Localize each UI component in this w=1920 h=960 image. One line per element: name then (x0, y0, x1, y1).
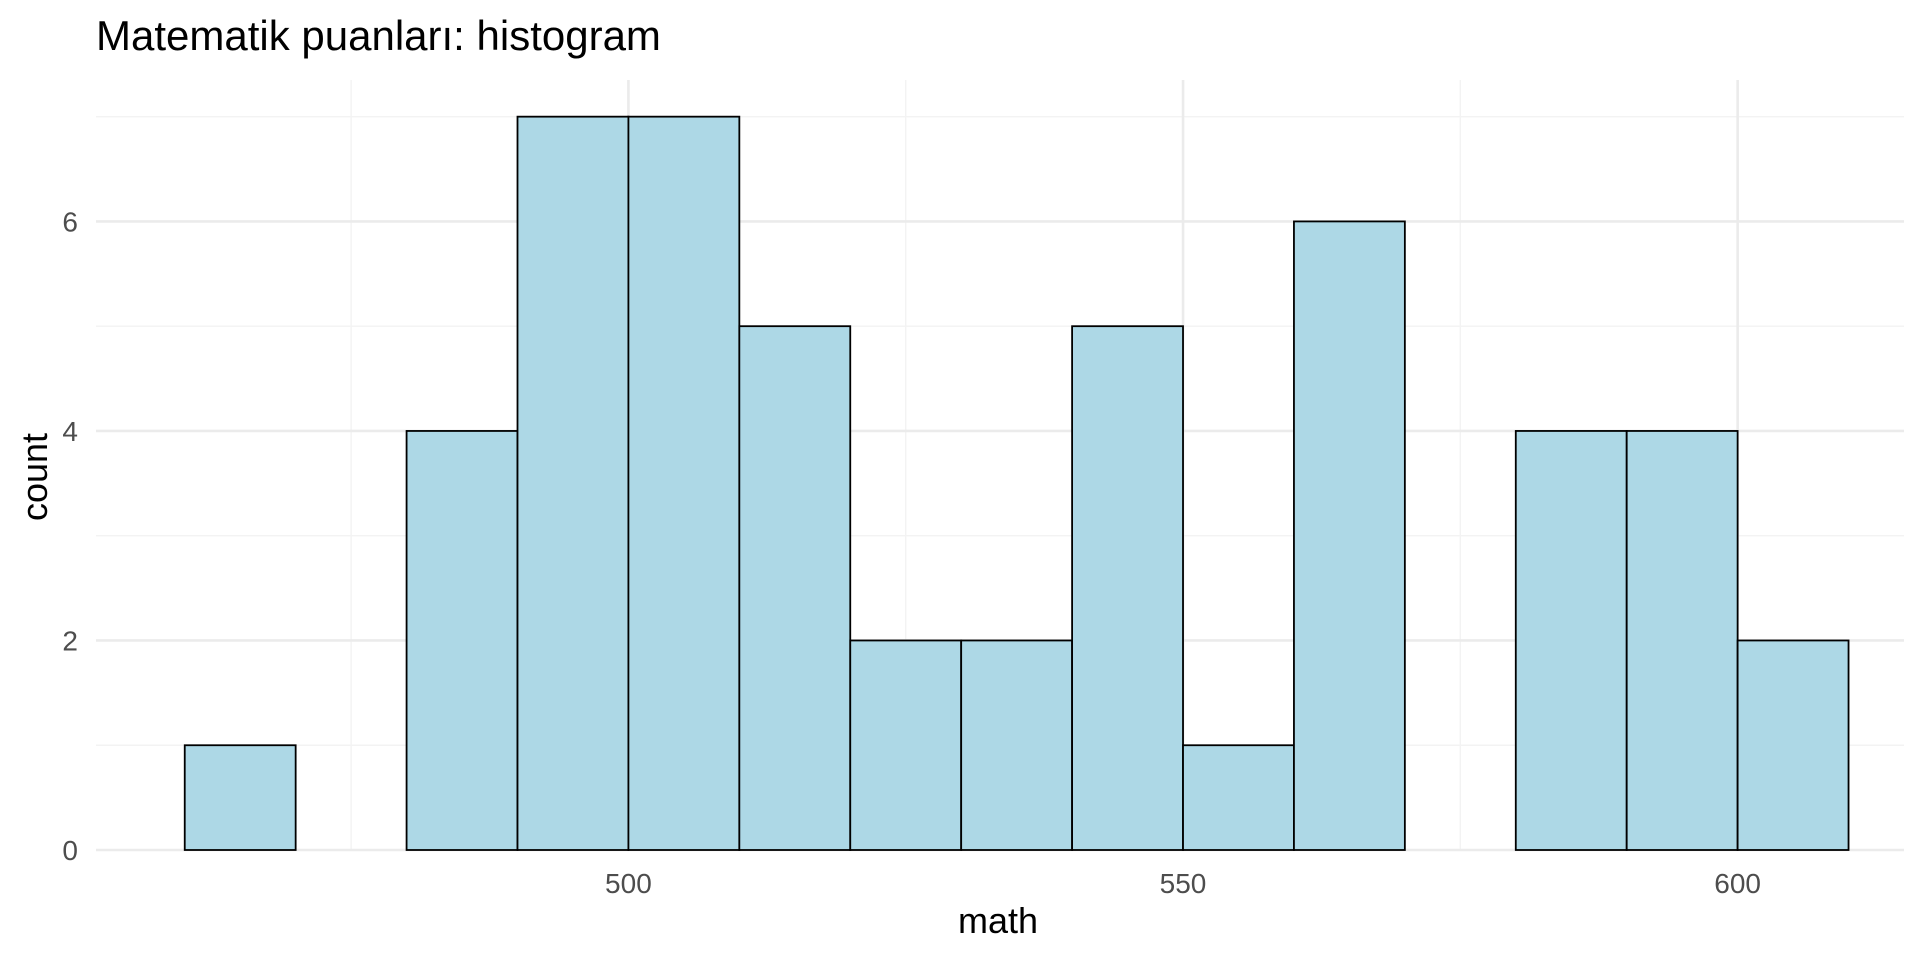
y-tick-label: 2 (62, 625, 78, 656)
y-axis-title: count (14, 433, 55, 521)
histogram-bar (960, 639, 1073, 851)
y-axis-ticks: 0 2 4 6 (62, 206, 78, 866)
histogram-bar (1182, 744, 1295, 851)
x-tick-label: 550 (1160, 868, 1207, 899)
x-axis-title: math (958, 900, 1038, 941)
histogram-bar (405, 430, 519, 851)
histogram-bar (183, 744, 297, 851)
histogram-bar (1071, 325, 1184, 851)
x-axis-ticks: 500 550 600 (605, 868, 1761, 899)
histogram-bar (1736, 639, 1850, 851)
histogram-bar (1514, 430, 1628, 851)
histogram-bar (627, 115, 741, 851)
histogram-bar (516, 115, 630, 851)
y-tick-label: 0 (62, 835, 78, 866)
histogram-bar (738, 325, 852, 851)
y-tick-label: 4 (62, 416, 78, 447)
y-tick-label: 6 (62, 206, 78, 237)
histogram-bars (183, 115, 1850, 851)
x-tick-label: 500 (605, 868, 652, 899)
histogram-bar (1293, 220, 1406, 851)
histogram-bar (1625, 430, 1739, 851)
chart-title: Matematik puanları: histogram (96, 12, 661, 59)
x-tick-label: 600 (1714, 868, 1761, 899)
histogram-bar (849, 639, 963, 851)
